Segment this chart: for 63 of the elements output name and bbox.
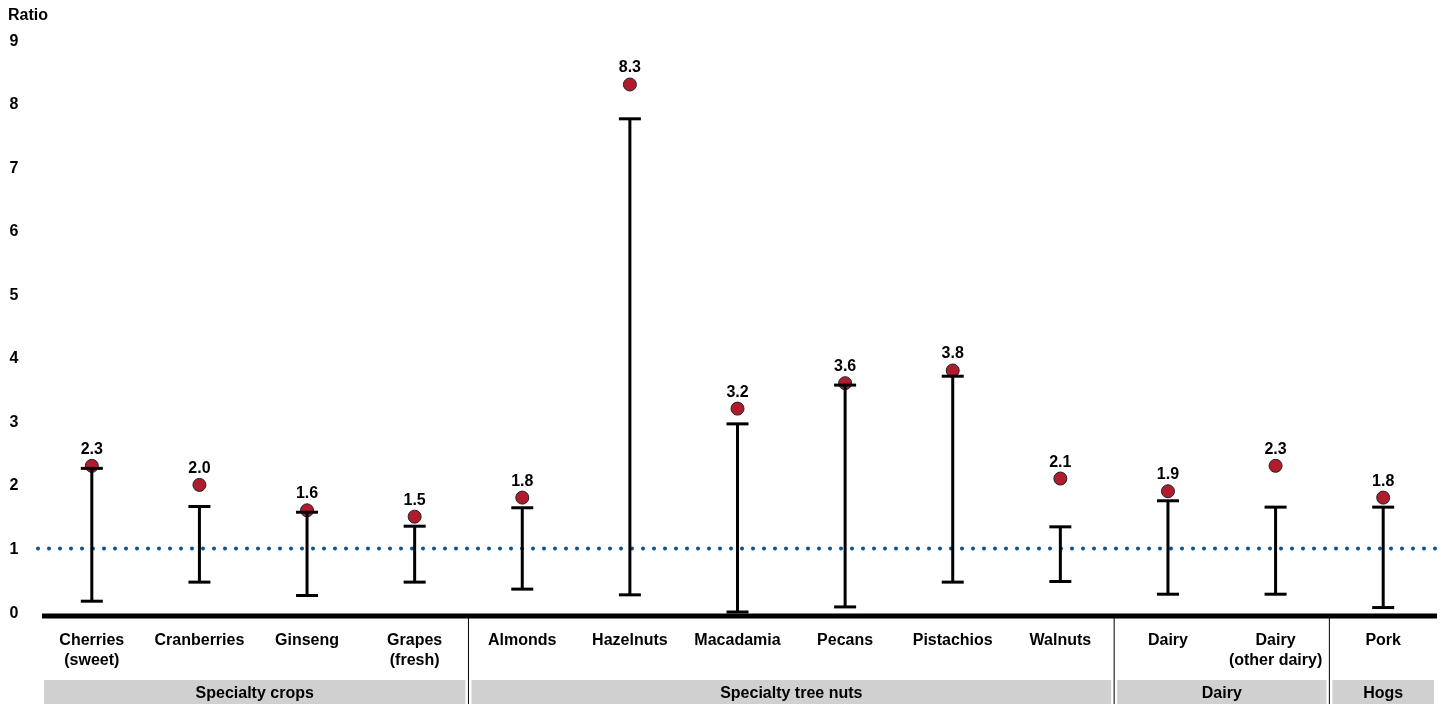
y-tick-label: 2: [9, 476, 19, 494]
data-label: 3.2: [726, 382, 749, 400]
bar: [305, 512, 309, 596]
x-tick-label: Dairy: [1147, 631, 1189, 648]
point: [1268, 458, 1283, 473]
point: [622, 77, 637, 92]
data-label: 1.8: [511, 471, 534, 489]
point: [1376, 490, 1391, 505]
x-tick-label: Pork: [1365, 631, 1402, 648]
y-axis-title: Ratio: [8, 6, 49, 23]
data-label: 8.3: [618, 58, 642, 76]
bar: [951, 376, 955, 583]
bar: [520, 507, 524, 590]
bar: [843, 385, 847, 607]
data-label: 2.0: [188, 458, 211, 476]
y-tick-label: 4: [9, 349, 19, 367]
text: Specialty tree nuts: [720, 684, 863, 701]
x-tick-label: Macadamia: [694, 631, 781, 648]
x-tick-label: Dairy (other dairy): [1228, 631, 1323, 668]
bar: [628, 118, 632, 595]
data-label: 3.6: [833, 357, 857, 375]
point: [730, 401, 745, 416]
x-tick-label: Almonds: [488, 631, 557, 648]
y-tick-label: 7: [9, 158, 19, 176]
bar: [90, 468, 94, 602]
data-label: 2.1: [1049, 452, 1072, 470]
point: [515, 490, 530, 505]
y-tick-label: 1: [9, 540, 19, 558]
y-tick-label: 5: [9, 285, 19, 303]
bar: [197, 506, 201, 583]
point: [407, 509, 422, 524]
bar: [1381, 507, 1385, 608]
data-label: 2.3: [1264, 439, 1287, 457]
x-tick-label: Cranberries: [154, 631, 245, 648]
bar: [736, 423, 739, 612]
x-tick-label: Grapes (fresh): [387, 631, 443, 668]
y-tick-label: 0: [9, 603, 19, 621]
bar: [1274, 507, 1278, 595]
data-label: 1.9: [1156, 465, 1180, 483]
x-tick-label: Ginseng: [275, 631, 340, 648]
y-tick-label: 6: [9, 222, 19, 240]
y-tick-label: 8: [9, 95, 19, 113]
point: [1160, 484, 1175, 499]
data-label: 1.8: [1372, 471, 1395, 489]
y-tick-label: 9: [9, 31, 19, 49]
data-label: 3.8: [941, 344, 964, 362]
bar: [413, 526, 417, 583]
x-tick-label: Pecans: [817, 631, 874, 648]
text: Specialty crops: [195, 684, 314, 701]
text: Dairy: [1201, 684, 1242, 701]
x-tick-label: Hazelnuts: [592, 631, 668, 648]
y-tick-label: 3: [9, 412, 19, 430]
x-tick-label: Cherries (sweet): [59, 631, 125, 668]
bar: [1058, 526, 1062, 582]
point: [1053, 471, 1068, 486]
data-label: 1.5: [403, 490, 426, 508]
bar: [1166, 500, 1170, 595]
x-tick-label: Walnuts: [1029, 631, 1092, 648]
data-label: 1.6: [295, 484, 319, 502]
text: Hogs: [1363, 684, 1404, 701]
point: [192, 477, 207, 492]
data-label: 2.3: [80, 439, 104, 457]
x-tick-label: Pistachios: [912, 631, 993, 648]
